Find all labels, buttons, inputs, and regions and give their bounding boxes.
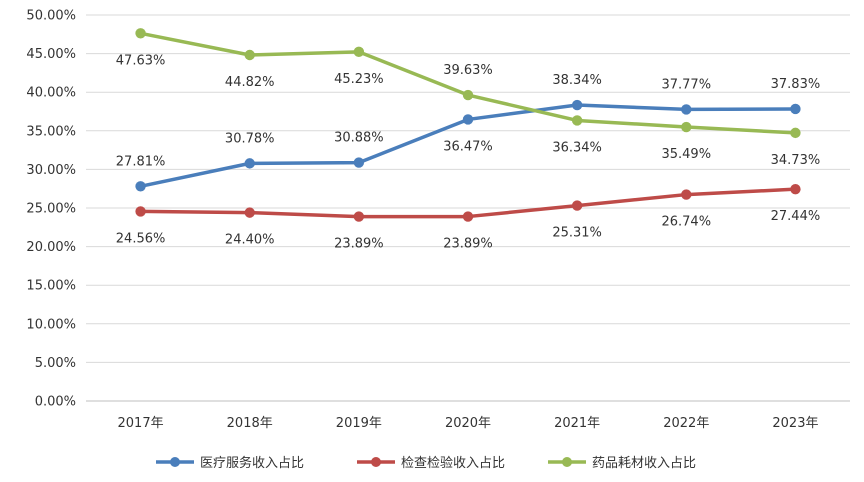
y-tick-label: 40.00% — [26, 86, 76, 101]
data-label: 30.88% — [334, 131, 384, 146]
data-label: 44.82% — [225, 75, 275, 90]
x-tick-label: 2019年 — [336, 416, 382, 431]
data-point — [353, 211, 365, 222]
data-point — [244, 49, 255, 61]
x-tick-label: 2022年 — [663, 416, 709, 431]
y-tick-label: 10.00% — [26, 317, 76, 332]
data-point — [571, 99, 583, 111]
data-point — [681, 189, 692, 200]
y-axis-ticks: 0.00% 5.00% 10.00% 15.00% 20.00% 25.00% 30.00%… — [26, 9, 76, 410]
data-label: 45.23% — [334, 72, 384, 87]
data-point — [462, 211, 474, 222]
data-point — [790, 127, 801, 139]
data-label: 38.34% — [552, 73, 602, 88]
data-label: 23.89% — [334, 237, 384, 252]
data-label: 39.63% — [443, 63, 493, 78]
data-label: 36.34% — [552, 140, 602, 155]
data-point — [353, 157, 365, 168]
data-point — [790, 103, 801, 115]
data-point — [462, 114, 474, 125]
legend-marker — [170, 457, 180, 467]
y-tick-label: 0.00% — [35, 395, 76, 410]
x-tick-label: 2021年 — [554, 416, 600, 431]
data-point — [571, 200, 583, 211]
data-point — [681, 121, 692, 133]
x-tick-label: 2018年 — [227, 416, 273, 431]
data-label: 34.73% — [771, 153, 821, 168]
y-tick-label: 20.00% — [26, 240, 76, 255]
data-label: 26.74% — [661, 215, 711, 230]
data-label: 23.89% — [443, 237, 493, 252]
legend-marker — [562, 457, 572, 467]
data-label: 47.63% — [116, 53, 166, 68]
x-tick-label: 2020年 — [445, 416, 491, 431]
data-point — [571, 115, 583, 126]
y-tick-label: 5.00% — [35, 356, 76, 371]
data-point — [790, 183, 801, 195]
data-point — [135, 28, 146, 39]
data-label: 25.31% — [552, 226, 602, 241]
data-labels: 27.81% 30.78% 30.88% 36.47% 38.34% 37.77% 37.8… — [116, 53, 820, 251]
data-label: 24.56% — [116, 231, 166, 246]
y-tick-label: 45.00% — [26, 47, 76, 62]
data-point — [244, 158, 255, 169]
data-label: 24.40% — [225, 233, 275, 248]
data-label: 35.49% — [661, 147, 711, 162]
x-axis-ticks: 2017年 2018年 2019年 2020年 2021年 2022年 2023年 — [118, 416, 819, 431]
x-tick-label: 2023年 — [772, 416, 818, 431]
data-point — [135, 181, 146, 192]
legend: 医疗服务收入占比 检查检验收入占比 药品耗材收入占比 — [156, 455, 696, 471]
data-label: 30.78% — [225, 131, 275, 146]
data-label: 27.81% — [116, 154, 166, 169]
legend-marker — [371, 457, 381, 467]
series-lines — [135, 28, 801, 222]
data-label: 36.47% — [443, 139, 493, 154]
x-tick-label: 2017年 — [118, 416, 164, 431]
data-point — [681, 104, 692, 115]
data-label: 37.77% — [661, 77, 711, 92]
y-tick-label: 25.00% — [26, 202, 76, 217]
y-tick-label: 35.00% — [26, 124, 76, 139]
data-label: 27.44% — [771, 209, 821, 224]
data-point — [353, 46, 365, 58]
data-point — [462, 89, 474, 101]
y-tick-label: 15.00% — [26, 279, 76, 294]
legend-label: 药品耗材收入占比 — [592, 456, 696, 471]
legend-label: 检查检验收入占比 — [401, 455, 505, 471]
data-label: 37.83% — [771, 77, 821, 92]
data-point — [135, 206, 146, 217]
data-point — [244, 207, 255, 218]
y-tick-label: 30.00% — [26, 163, 76, 178]
legend-label: 医疗服务收入占比 — [200, 455, 304, 471]
y-tick-label: 50.00% — [26, 9, 76, 24]
